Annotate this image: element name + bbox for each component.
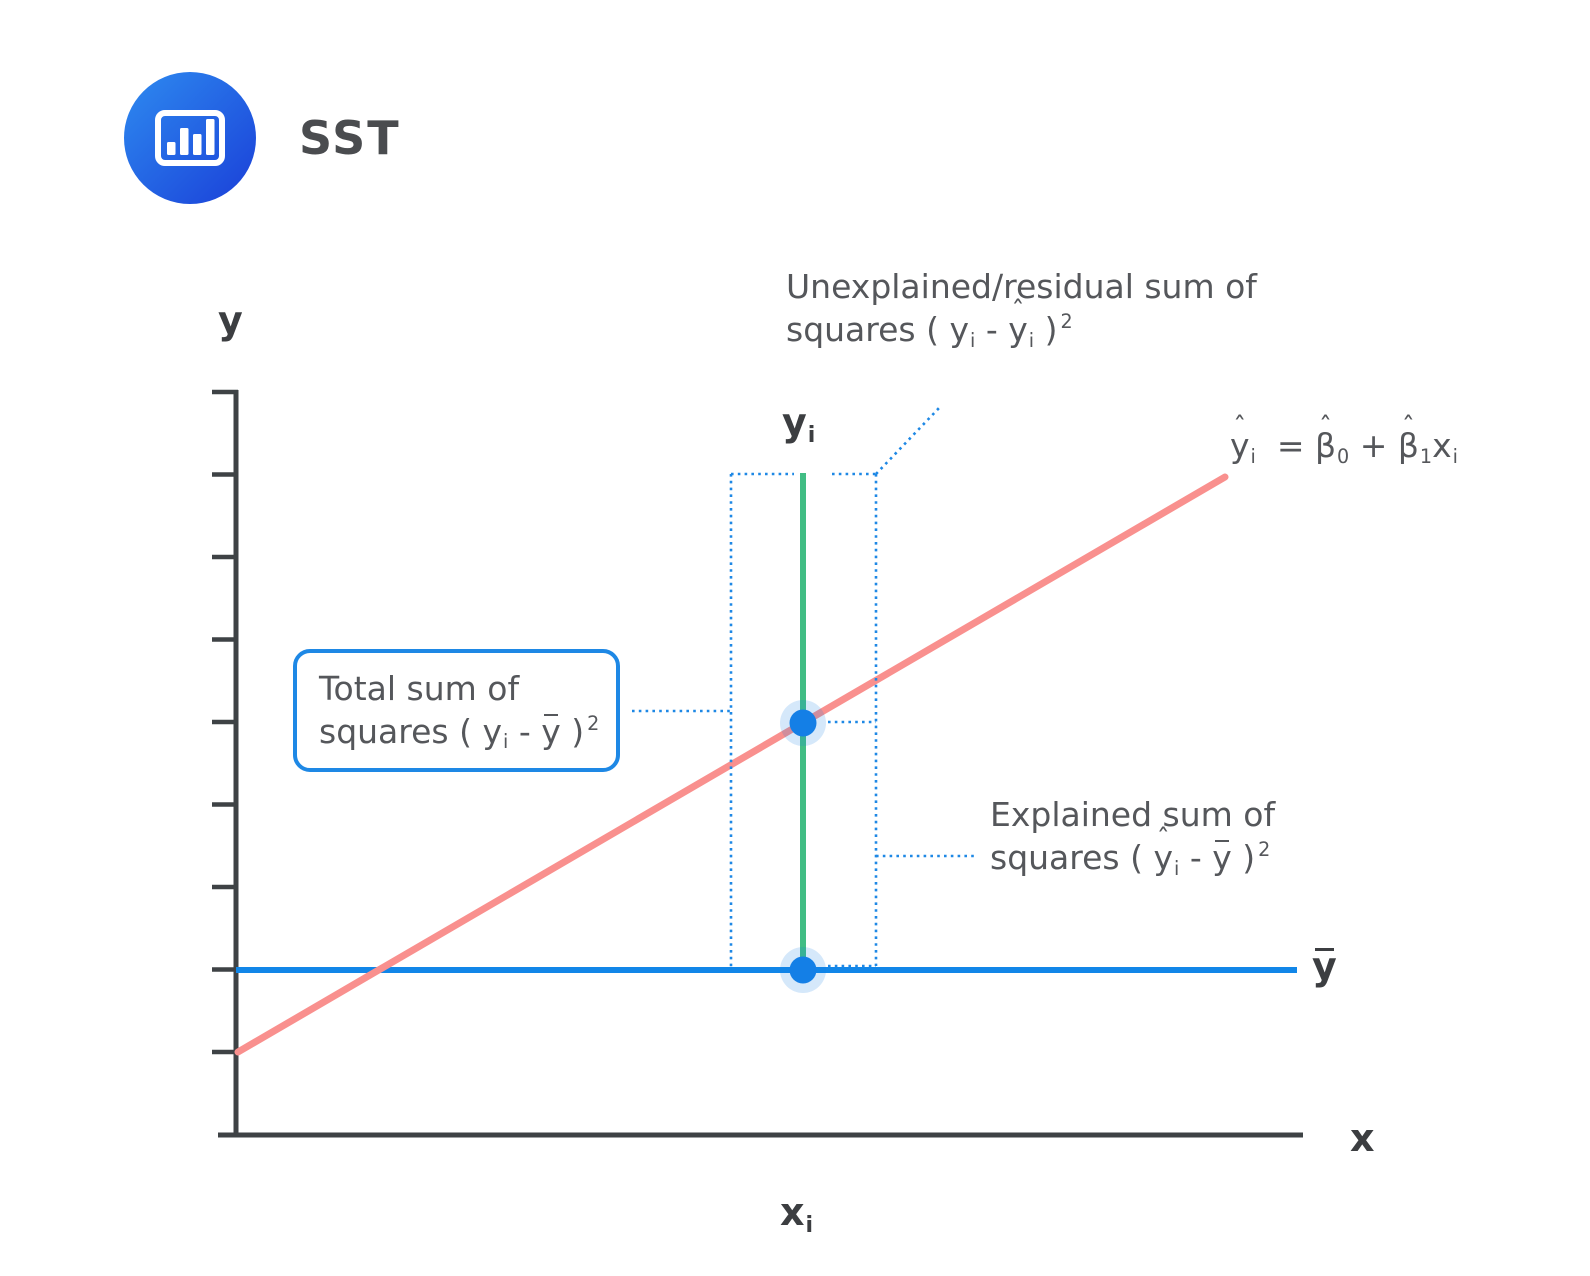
regression-equation: yi = β0 + β1xi xyxy=(1230,412,1458,466)
observed-y-label: yi xyxy=(782,400,816,448)
total-sum-callout: Total sum of squares ( yi - y ) 2 xyxy=(293,649,620,772)
icon-bar-1 xyxy=(167,142,176,155)
fitted-point xyxy=(789,709,817,737)
unexplained-annotation: Unexplained/residual sum of squares ( yi … xyxy=(786,266,1346,352)
dotted-diagonal-leader xyxy=(875,407,940,475)
total-sum-text: Total sum of squares ( yi - y ) 2 xyxy=(319,668,600,754)
icon-bar-2 xyxy=(180,128,189,155)
brand-header: SST xyxy=(123,71,401,205)
regression-line xyxy=(234,473,1229,1056)
bar-chart-icon xyxy=(124,72,256,204)
figure-title: SST xyxy=(299,111,401,165)
mean-y-label: y xyxy=(1312,944,1337,988)
icon-chart-frame xyxy=(155,110,225,166)
annotation-dotted-lines xyxy=(632,407,977,968)
xi-label: xi xyxy=(780,1190,814,1238)
y-axis-ticks xyxy=(212,389,238,1055)
icon-circle xyxy=(124,72,256,204)
icon-bar-3 xyxy=(193,134,202,155)
x-axis-label: x xyxy=(1350,1116,1375,1160)
mean-point xyxy=(789,956,817,984)
y-axis-label: y xyxy=(218,298,243,342)
icon-bar-4 xyxy=(206,119,215,155)
